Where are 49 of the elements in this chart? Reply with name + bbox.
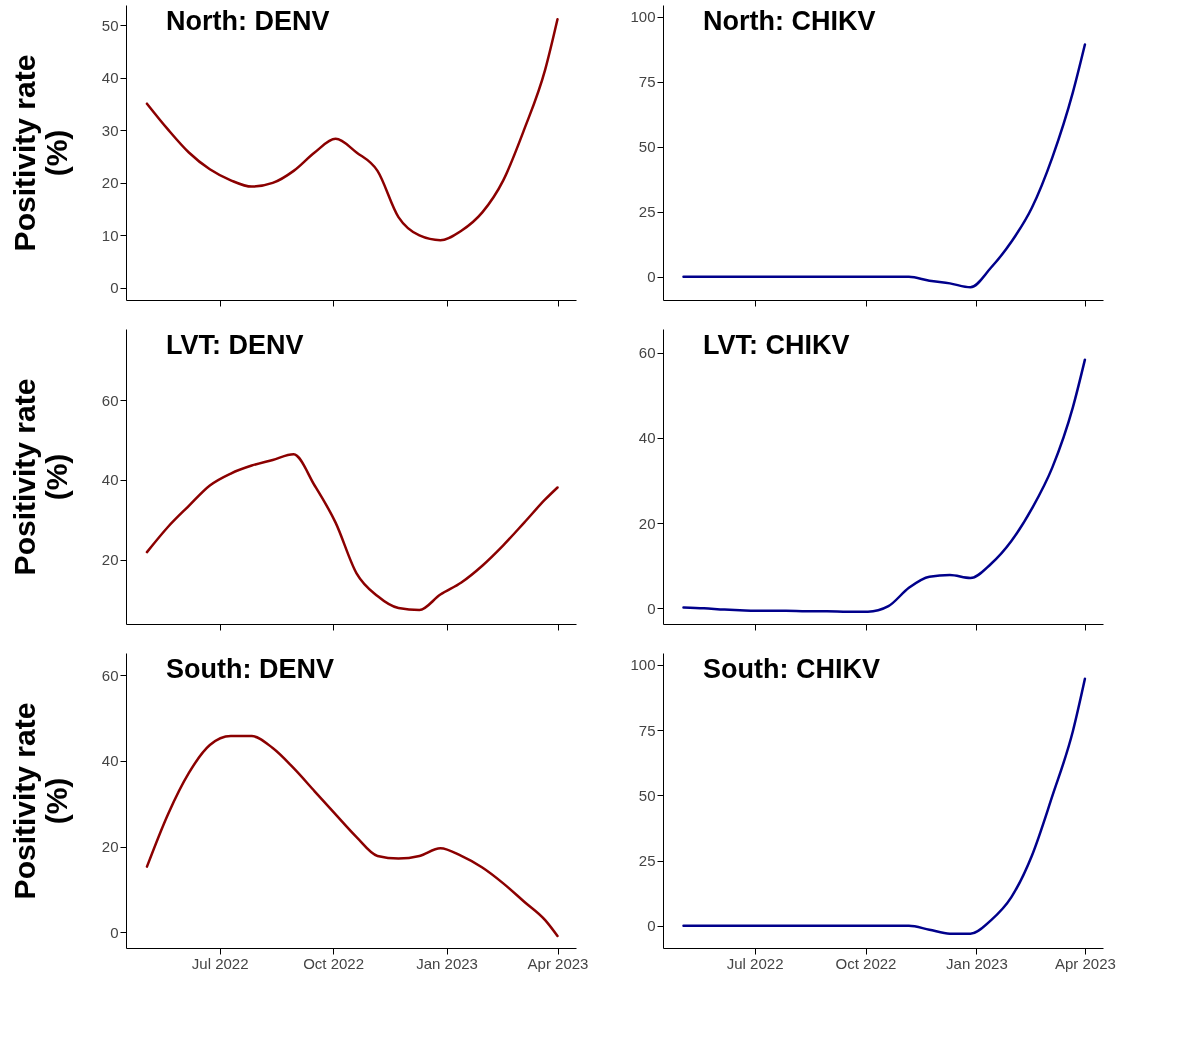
line-series bbox=[145, 453, 559, 612]
y-tick-label: 50 bbox=[101, 16, 119, 34]
line-series bbox=[682, 43, 1087, 289]
x-tick-label: Jul 2022 bbox=[191, 954, 249, 972]
y-tick-label: 30 bbox=[101, 121, 119, 139]
y-tick-label: 100 bbox=[630, 8, 656, 26]
chart-title: LVT: CHIKV bbox=[703, 330, 850, 360]
y-tick-label: 0 bbox=[647, 268, 656, 286]
x-tick-label: Jul 2022 bbox=[726, 954, 784, 972]
y-tick-label: 20 bbox=[101, 174, 119, 192]
y-axis-title: Positivity rate (%) bbox=[7, 54, 73, 252]
line-series bbox=[682, 677, 1087, 935]
x-tick-label: Oct 2022 bbox=[303, 954, 365, 972]
y-tick-label: 25 bbox=[638, 203, 656, 221]
y-tick-label: 40 bbox=[101, 69, 119, 87]
y-tick-label: 40 bbox=[101, 471, 119, 489]
y-tick-label: 0 bbox=[647, 917, 656, 935]
x-tick-label: Apr 2023 bbox=[527, 954, 589, 972]
y-tick-label: 0 bbox=[110, 923, 119, 941]
y-tick-label: 0 bbox=[647, 599, 656, 617]
x-tick-label: Apr 2023 bbox=[1054, 954, 1116, 972]
y-tick-label: 75 bbox=[638, 721, 656, 739]
chart-title: South: CHIKV bbox=[703, 654, 880, 684]
line-series bbox=[682, 358, 1087, 613]
y-tick-label: 60 bbox=[638, 344, 656, 362]
chart-title: LVT: DENV bbox=[166, 330, 304, 360]
x-tick-label: Jan 2023 bbox=[946, 954, 1008, 972]
y-axis-title: Positivity rate (%) bbox=[7, 378, 73, 576]
x-tick-label: Oct 2022 bbox=[835, 954, 897, 972]
y-tick-label: 60 bbox=[101, 666, 119, 684]
chart-title: North: DENV bbox=[166, 6, 330, 36]
y-tick-label: 25 bbox=[638, 852, 656, 870]
y-tick-label: 60 bbox=[101, 391, 119, 409]
chart-title: South: DENV bbox=[166, 654, 334, 684]
chart-title: North: CHIKV bbox=[703, 6, 876, 36]
y-tick-label: 20 bbox=[638, 514, 656, 532]
y-tick-label: 40 bbox=[638, 429, 656, 447]
y-tick-label: 50 bbox=[638, 786, 656, 804]
y-axis-title: Positivity rate (%) bbox=[7, 702, 73, 900]
y-tick-label: 0 bbox=[110, 279, 119, 297]
y-tick-label: 20 bbox=[101, 551, 119, 569]
x-tick-label: Jan 2023 bbox=[416, 954, 478, 972]
y-tick-label: 75 bbox=[638, 73, 656, 91]
y-tick-label: 40 bbox=[101, 752, 119, 770]
line-series bbox=[145, 734, 559, 938]
y-tick-label: 50 bbox=[638, 138, 656, 156]
y-tick-label: 20 bbox=[101, 838, 119, 856]
y-tick-label: 100 bbox=[630, 656, 656, 674]
y-tick-label: 10 bbox=[101, 226, 119, 244]
